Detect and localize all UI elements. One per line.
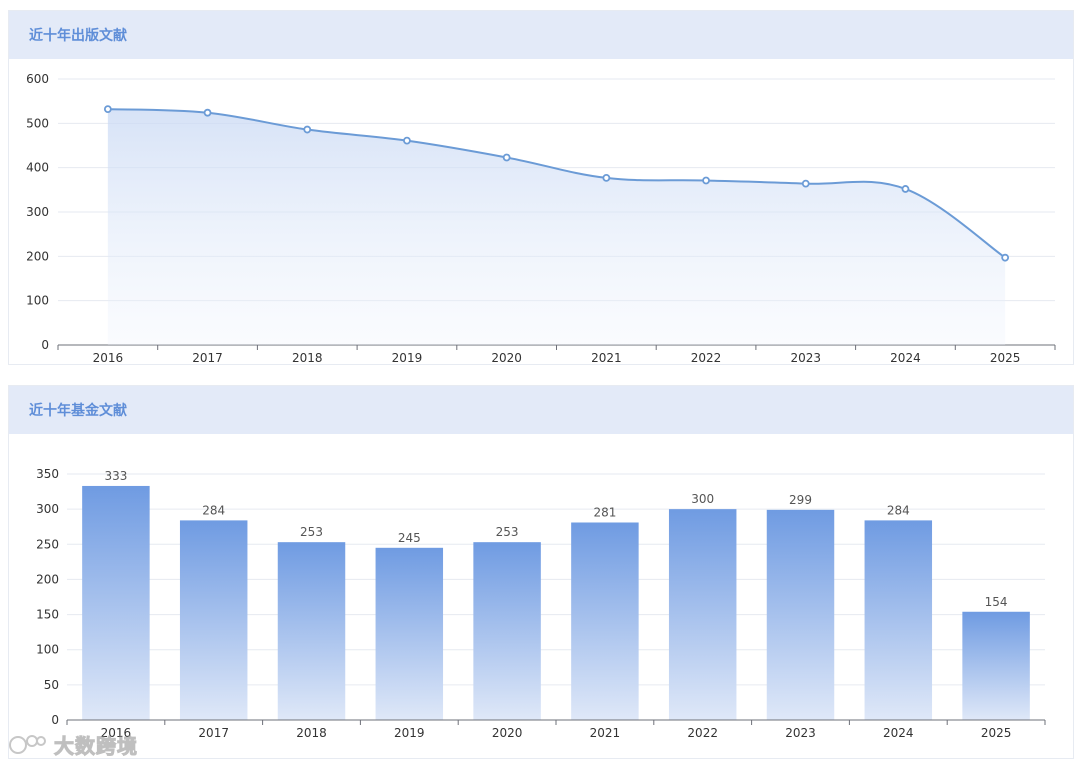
bar-chart-x-tick-label: 2019 (394, 726, 425, 740)
bar-chart-data-label: 281 (593, 505, 616, 519)
line-chart-point (203, 108, 212, 117)
line-chart-x-tick-label: 2017 (192, 351, 223, 364)
bar-chart-x-tick-label: 2017 (198, 726, 229, 740)
bar-chart-title: 近十年基金文献 (29, 403, 127, 419)
bar-chart-y-tick-label: 50 (44, 678, 59, 692)
bar-chart-y-tick-label: 300 (36, 502, 59, 516)
bar-chart-bar (766, 509, 835, 720)
bar-chart-panel: 近十年基金文献 0 50 100 150 200 250 300 350 333 284 253 24… (8, 385, 1074, 759)
bar-chart-x-tick-label: 2018 (296, 726, 327, 740)
bar-chart-data-label: 333 (104, 469, 127, 483)
line-chart-y-tick-label: 300 (26, 205, 49, 219)
bar-chart-y-tick-label: 0 (51, 713, 59, 727)
bar-chart-data-label: 245 (398, 531, 421, 545)
bar-chart-bar (864, 520, 933, 720)
bar-chart-data-label: 284 (202, 503, 225, 517)
bar-chart-data-label: 300 (691, 492, 714, 506)
bar-chart-y-tick-label: 350 (36, 467, 59, 481)
bar-chart-bar (473, 542, 541, 720)
bar-chart-x-tick-label: 2022 (687, 726, 718, 740)
bar-chart-bar (82, 485, 150, 720)
bar-chart-bar (277, 542, 346, 720)
bar-chart-x-tick-label: 2025 (981, 726, 1012, 740)
watermark-text: 大数跨境 (54, 734, 138, 759)
line-chart-area (107, 109, 1006, 345)
bar-chart-data-label: 253 (300, 525, 323, 539)
line-chart-point (502, 153, 511, 162)
bar-chart-bar (962, 611, 1030, 720)
watermark-logo-icon (8, 732, 48, 758)
bar-chart-x-tick-label: 2016 (101, 726, 132, 740)
bar-chart-bar (571, 522, 639, 720)
line-chart-point (403, 136, 411, 145)
bar-chart-x-tick-label: 2023 (785, 726, 816, 740)
line-chart-header: 近十年出版文献 (9, 11, 1073, 59)
line-chart-y-tick-label: 100 (26, 294, 49, 308)
line-chart-point (801, 179, 810, 188)
bar-chart-data-label: 253 (496, 525, 519, 539)
line-chart-point (303, 125, 312, 134)
line-chart-point (702, 176, 710, 185)
line-chart-x-tick-label: 2025 (990, 351, 1021, 364)
bar-chart-data-label: 299 (789, 493, 812, 507)
line-chart-panel: 近十年出版文献 0 100 200 300 400 500 600 2016 2017 2018 2… (8, 10, 1074, 365)
line-chart-title: 近十年出版文献 (29, 28, 127, 44)
bar-chart-x-tick-label: 2021 (590, 726, 621, 740)
bar-chart-bar (375, 547, 444, 720)
line-chart-y-tick-label: 0 (41, 338, 49, 352)
bar-chart-y-tick-label: 250 (36, 537, 59, 551)
line-chart-y-tick-label: 200 (26, 249, 49, 263)
bar-chart-y-tick-label: 100 (36, 643, 59, 657)
bar-chart-x-tick-label: 2024 (883, 726, 914, 740)
bar-chart-y-tick-label: 200 (36, 572, 59, 586)
line-chart-x-tick-label: 2021 (591, 351, 622, 364)
line-chart-x-tick-label: 2018 (292, 351, 323, 364)
line-chart-x-tick-label: 2023 (790, 351, 821, 364)
bar-chart-data-label: 284 (887, 503, 910, 517)
bar-chart-x-tick-label: 2020 (492, 726, 523, 740)
bar-chart-bar (668, 509, 737, 720)
bar-chart-bar (179, 520, 248, 720)
bar-chart-data-label: 154 (985, 595, 1008, 609)
line-chart-point (602, 173, 611, 182)
bar-chart-y-tick-label: 150 (36, 608, 59, 622)
line-chart-x-tick-label: 2019 (392, 351, 423, 364)
line-chart-x-tick-label: 2020 (491, 351, 522, 364)
bar-chart-svg: 0 50 100 150 200 250 300 350 333 284 253 245 253 281 3… (36, 467, 1046, 740)
line-chart-point (103, 105, 112, 114)
bar-chart-header: 近十年基金文献 (9, 386, 1073, 434)
line-chart-x-tick-label: 2016 (93, 351, 124, 364)
line-chart-point (1001, 253, 1010, 262)
line-chart-y-tick-label: 500 (26, 116, 49, 130)
line-chart-x-tick-label: 2024 (890, 351, 921, 364)
line-chart-y-tick-label: 400 (26, 161, 49, 175)
watermark: 大数跨境 (8, 730, 138, 759)
line-chart-point (901, 185, 910, 193)
line-chart-svg: 0 100 200 300 400 500 600 2016 2017 2018 2019 2020 2… (26, 72, 1056, 364)
line-chart-y-tick-label: 600 (26, 72, 49, 86)
line-chart-series-line (107, 108, 1006, 259)
line-chart-x-tick-label: 2022 (691, 351, 722, 364)
